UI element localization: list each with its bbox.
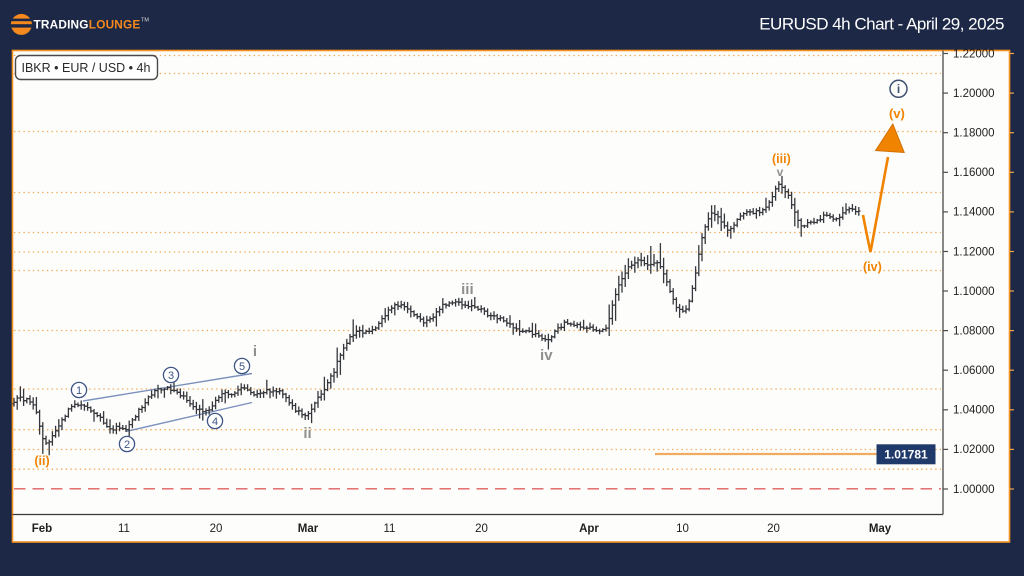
svg-text:IBKR • EUR / USD • 4h: IBKR • EUR / USD • 4h bbox=[22, 61, 151, 75]
svg-text:(v): (v) bbox=[889, 106, 905, 121]
svg-text:1.18000: 1.18000 bbox=[953, 128, 995, 140]
svg-text:iii: iii bbox=[461, 281, 474, 298]
svg-text:(ii): (ii) bbox=[34, 454, 49, 468]
svg-text:Mar: Mar bbox=[298, 523, 319, 535]
svg-text:4: 4 bbox=[212, 416, 218, 428]
svg-text:ii: ii bbox=[303, 425, 311, 442]
svg-text:i: i bbox=[897, 82, 900, 96]
svg-text:1.12000: 1.12000 bbox=[953, 246, 995, 258]
svg-text:5: 5 bbox=[239, 361, 245, 373]
svg-text:i: i bbox=[253, 343, 257, 360]
svg-text:1.20000: 1.20000 bbox=[953, 88, 995, 100]
svg-text:1: 1 bbox=[76, 385, 82, 397]
svg-text:1.08000: 1.08000 bbox=[953, 325, 995, 337]
svg-text:1.14000: 1.14000 bbox=[953, 207, 995, 219]
svg-text:2: 2 bbox=[124, 439, 130, 451]
svg-text:1.04000: 1.04000 bbox=[953, 405, 995, 417]
svg-text:TM: TM bbox=[141, 18, 149, 24]
svg-text:20: 20 bbox=[210, 523, 223, 535]
svg-text:20: 20 bbox=[475, 523, 488, 535]
svg-text:1.06000: 1.06000 bbox=[953, 365, 995, 377]
svg-text:(iii): (iii) bbox=[772, 152, 791, 166]
svg-text:TRADING: TRADING bbox=[34, 18, 89, 32]
svg-text:11: 11 bbox=[384, 523, 396, 535]
svg-text:10: 10 bbox=[676, 523, 689, 535]
svg-text:3: 3 bbox=[168, 370, 174, 382]
svg-text:iv: iv bbox=[540, 347, 553, 364]
svg-text:Apr: Apr bbox=[579, 523, 599, 535]
svg-text:1.10000: 1.10000 bbox=[953, 286, 995, 298]
svg-text:11: 11 bbox=[118, 523, 130, 535]
svg-text:Feb: Feb bbox=[32, 523, 52, 535]
svg-text:1.22000: 1.22000 bbox=[953, 48, 995, 60]
svg-text:May: May bbox=[869, 523, 892, 535]
svg-text:1.02000: 1.02000 bbox=[953, 444, 995, 456]
svg-text:v: v bbox=[777, 165, 784, 179]
svg-text:EURUSD 4h Chart - April 29, 20: EURUSD 4h Chart - April 29, 2025 bbox=[759, 15, 1004, 34]
svg-text:1.00000: 1.00000 bbox=[953, 484, 995, 496]
svg-text:20: 20 bbox=[767, 523, 780, 535]
svg-text:1.16000: 1.16000 bbox=[953, 167, 995, 179]
svg-text:(iv): (iv) bbox=[863, 260, 882, 274]
svg-text:1.01781: 1.01781 bbox=[884, 448, 928, 462]
svg-text:LOUNGE: LOUNGE bbox=[89, 18, 141, 32]
